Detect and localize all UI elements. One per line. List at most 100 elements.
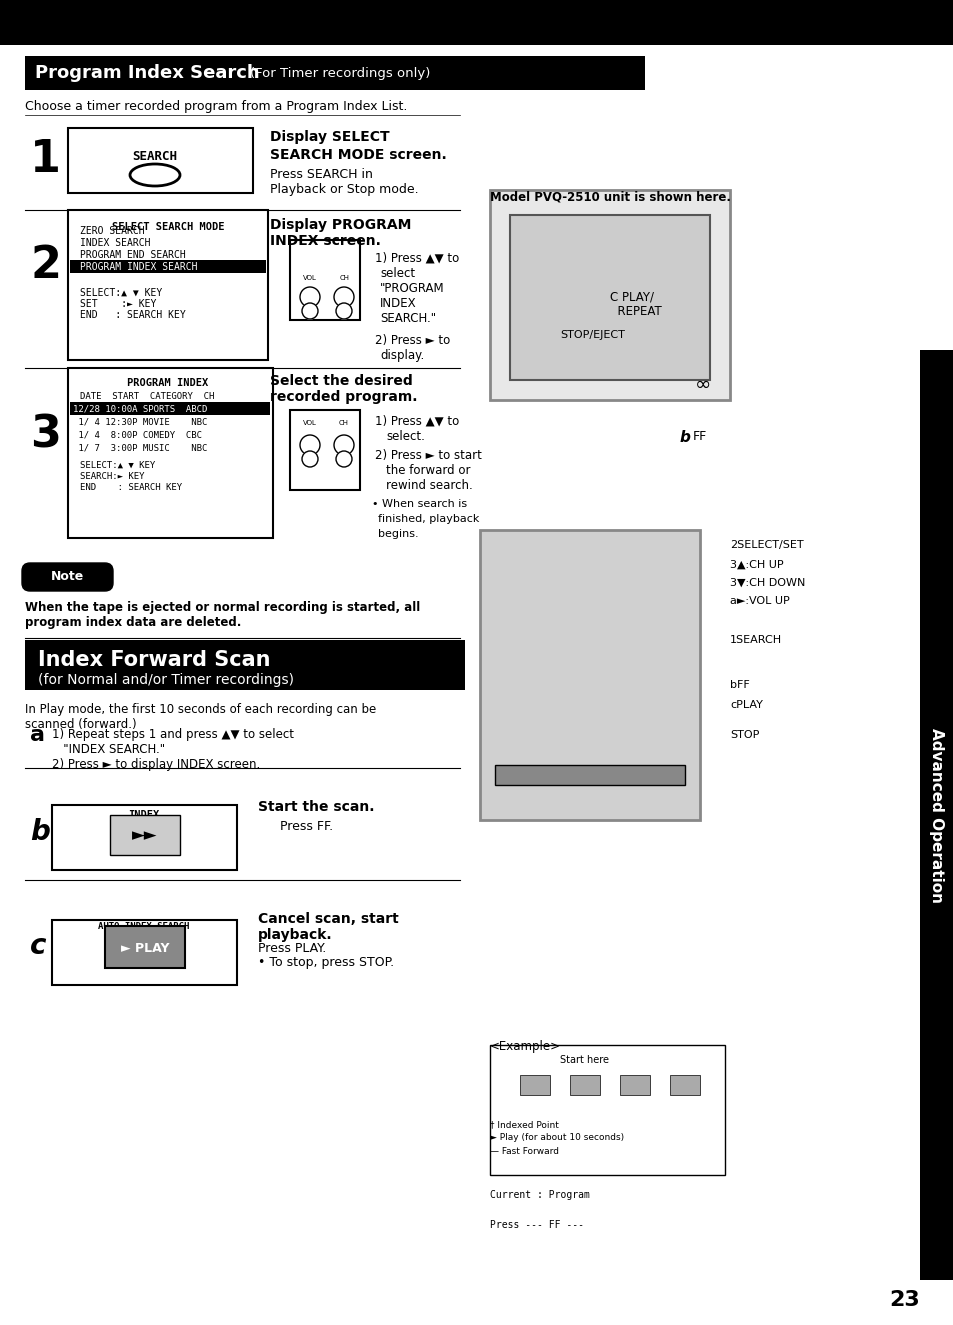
Text: recorded program.: recorded program. [270,390,417,404]
Text: Program Index Search: Program Index Search [35,64,259,82]
Text: VOL: VOL [303,276,316,281]
Text: a: a [30,725,45,745]
Bar [619,1075,649,1094]
Text: AUTO INDEX SEARCH: AUTO INDEX SEARCH [98,922,190,931]
Circle shape [302,303,317,319]
Bar [510,215,709,380]
Text: Press FF.: Press FF. [280,820,333,833]
Bar [519,1075,550,1094]
Text: INDEX screen.: INDEX screen. [270,235,380,248]
Text: begins.: begins. [377,529,418,539]
Text: INDEX SEARCH: INDEX SEARCH [80,238,151,248]
Bar [495,765,684,784]
Text: <Example>: <Example> [490,1040,560,1053]
Text: ∞: ∞ [695,375,711,394]
Text: Current : Program: Current : Program [490,1190,589,1200]
Bar [70,260,266,273]
Bar [25,56,644,90]
Text: Model PVQ-2510 unit is shown here.: Model PVQ-2510 unit is shown here. [490,189,730,203]
Bar [110,815,180,855]
Text: a►:VOL UP: a►:VOL UP [729,596,789,606]
Text: Index Forward Scan: Index Forward Scan [38,651,271,670]
Text: 3: 3 [30,413,61,457]
Text: select.: select. [386,431,424,443]
Text: 1: 1 [30,139,61,182]
Text: 1SEARCH: 1SEARCH [729,635,781,645]
Text: 2) Press ► to: 2) Press ► to [375,334,450,347]
Text: In Play mode, the first 10 seconds of each recording can be
scanned (forward.): In Play mode, the first 10 seconds of ea… [25,704,375,731]
Bar [25,640,464,690]
Bar [290,409,359,490]
Circle shape [334,435,354,454]
Text: INDEX: INDEX [379,297,416,310]
Text: rewind search.: rewind search. [386,480,473,492]
Bar [569,1075,599,1094]
Text: 1) Press ▲▼ to: 1) Press ▲▼ to [375,252,458,265]
Text: SET    :► KEY: SET :► KEY [80,299,156,309]
Text: STOP/EJECT: STOP/EJECT [559,330,624,341]
Bar [490,1045,724,1175]
Text: Press PLAY.: Press PLAY. [257,942,326,955]
Bar [919,350,953,1280]
Text: CH: CH [339,276,350,281]
Text: 2: 2 [30,244,61,286]
Text: • When search is: • When search is [372,500,467,509]
Text: 1) Repeat steps 1 and press ▲▼ to select
   "INDEX SEARCH."
2) Press ► to displa: 1) Repeat steps 1 and press ▲▼ to select… [52,727,294,771]
Circle shape [334,288,354,307]
Bar [669,1075,700,1094]
Text: SELECT SEARCH MODE: SELECT SEARCH MODE [112,223,224,232]
Bar [70,401,270,415]
Text: Select the desired: Select the desired [270,374,413,388]
Text: Advanced Operation: Advanced Operation [928,727,943,902]
Bar [68,368,273,538]
Text: C PLAY/
  REPEAT: C PLAY/ REPEAT [609,290,661,318]
Text: SELECT:▲ ▼ KEY: SELECT:▲ ▼ KEY [80,288,162,298]
Ellipse shape [130,164,180,186]
Text: 23: 23 [888,1291,919,1310]
Text: (For Timer recordings only): (For Timer recordings only) [250,66,430,80]
Text: SELECT:▲ ▼ KEY: SELECT:▲ ▼ KEY [80,461,155,470]
Text: Cancel scan, start
playback.: Cancel scan, start playback. [257,912,398,942]
Text: † Indexed Point: † Indexed Point [490,1120,558,1129]
Text: ► PLAY: ► PLAY [121,942,169,954]
Circle shape [302,451,317,466]
Bar [52,920,236,984]
Bar [68,209,268,360]
Text: "PROGRAM: "PROGRAM [379,282,444,295]
Text: Display PROGRAM: Display PROGRAM [270,219,411,232]
Text: Note: Note [51,571,84,583]
Text: END    : SEARCH KEY: END : SEARCH KEY [80,484,182,492]
Text: b: b [679,431,690,445]
Text: — Fast Forward: — Fast Forward [490,1147,558,1155]
Bar [490,189,729,400]
Bar [479,530,700,820]
Circle shape [335,303,352,319]
Bar [52,806,236,871]
Text: FF: FF [692,431,706,443]
Text: 1) Press ▲▼ to: 1) Press ▲▼ to [375,415,458,428]
Text: Press SEARCH in: Press SEARCH in [270,168,373,182]
Text: PROGRAM INDEX SEARCH: PROGRAM INDEX SEARCH [80,262,197,272]
Bar [68,129,253,193]
Text: SEARCH:► KEY: SEARCH:► KEY [80,472,144,481]
Text: VOL: VOL [303,420,316,427]
Text: c: c [30,931,47,961]
Circle shape [335,451,352,466]
Text: ZERO SEARCH: ZERO SEARCH [80,227,145,236]
Text: the forward or: the forward or [386,464,470,477]
Text: b: b [30,818,50,845]
Text: (for Normal and/or Timer recordings): (for Normal and/or Timer recordings) [38,673,294,686]
Text: Display SELECT: Display SELECT [270,130,389,144]
Text: ► Play (for about 10 seconds): ► Play (for about 10 seconds) [490,1133,623,1142]
Text: Choose a timer recorded program from a Program Index List.: Choose a timer recorded program from a P… [25,99,407,113]
Circle shape [299,435,319,454]
Text: 1/ 4  8:00P COMEDY  CBC: 1/ 4 8:00P COMEDY CBC [73,431,202,440]
Circle shape [299,288,319,307]
Text: END   : SEARCH KEY: END : SEARCH KEY [80,310,186,321]
Bar [0,0,953,45]
Text: 3▲:CH UP: 3▲:CH UP [729,560,782,570]
Text: 3▼:CH DOWN: 3▼:CH DOWN [729,578,804,588]
Text: select: select [379,268,415,280]
Text: display.: display. [379,348,424,362]
Text: ►►: ►► [132,825,157,844]
